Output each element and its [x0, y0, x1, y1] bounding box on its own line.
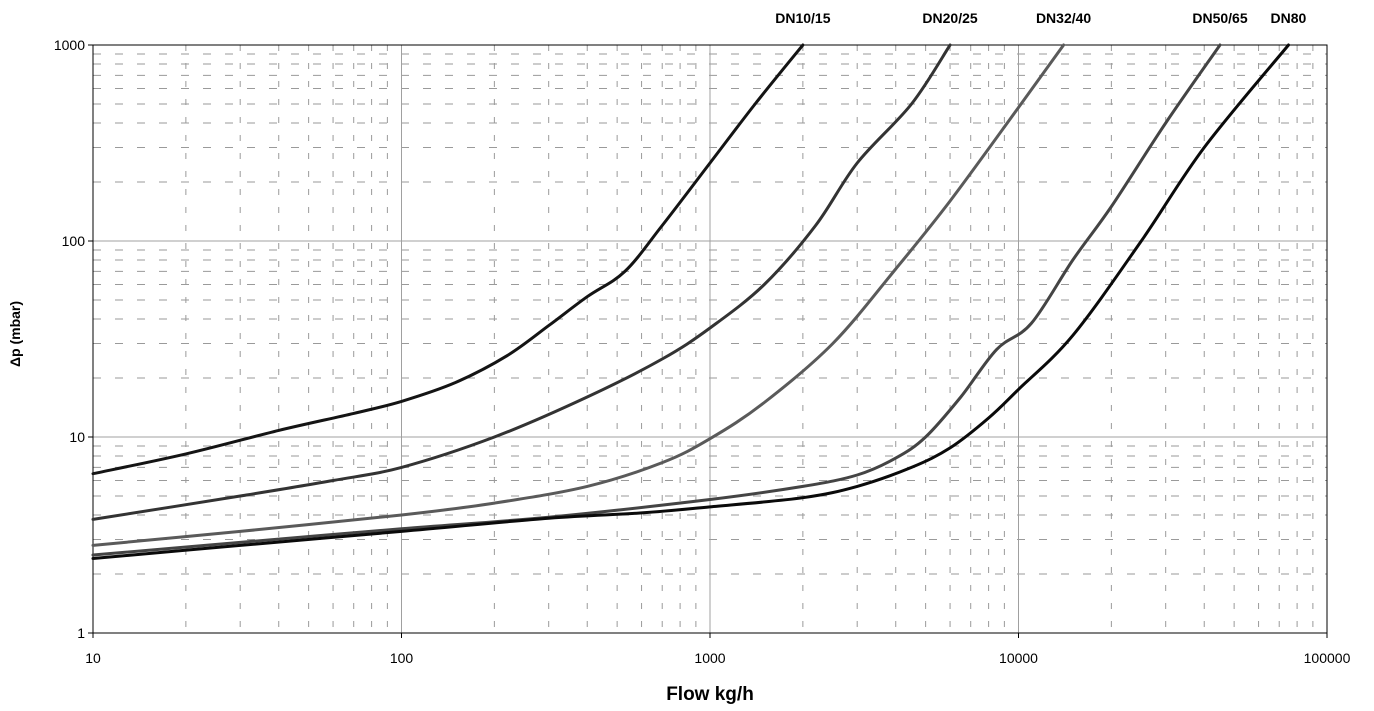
series-label-dn50-65: DN50/65 — [1192, 10, 1247, 26]
series-line-dn80 — [91, 43, 1290, 560]
y-axis-ticks: 1 10 100 1000 — [54, 37, 93, 641]
y-axis-title: Δp (mbar) — [7, 301, 23, 367]
y-tick-label: 1 — [77, 625, 85, 641]
series-label-dn80: DN80 — [1271, 10, 1307, 26]
series-label-dn10-15: DN10/15 — [775, 10, 830, 26]
major-grid — [93, 45, 1327, 633]
x-tick-label: 100000 — [1304, 650, 1351, 666]
y-tick-label: 100 — [62, 233, 86, 249]
series-label-dn32-40: DN32/40 — [1036, 10, 1091, 26]
x-tick-label: 100 — [390, 650, 414, 666]
x-axis-ticks: 10 100 1000 10000 100000 — [85, 633, 1351, 666]
series-labels: DN10/15 DN20/25 DN32/40 DN50/65 DN80 — [775, 10, 1306, 26]
y-tick-label: 10 — [69, 429, 85, 445]
series-label-dn20-25: DN20/25 — [922, 10, 977, 26]
x-tick-label: 10000 — [999, 650, 1038, 666]
x-axis-title: Flow kg/h — [666, 684, 754, 705]
series-line-dn20-25 — [91, 43, 952, 521]
series-line-dn10-15 — [91, 43, 805, 476]
series-lines — [91, 43, 1290, 560]
x-tick-label: 10 — [85, 650, 101, 666]
series-line-dn32-40 — [91, 43, 1066, 547]
x-tick-label: 1000 — [694, 650, 725, 666]
y-tick-label: 1000 — [54, 37, 85, 53]
series-line-dn50-65 — [91, 43, 1222, 557]
